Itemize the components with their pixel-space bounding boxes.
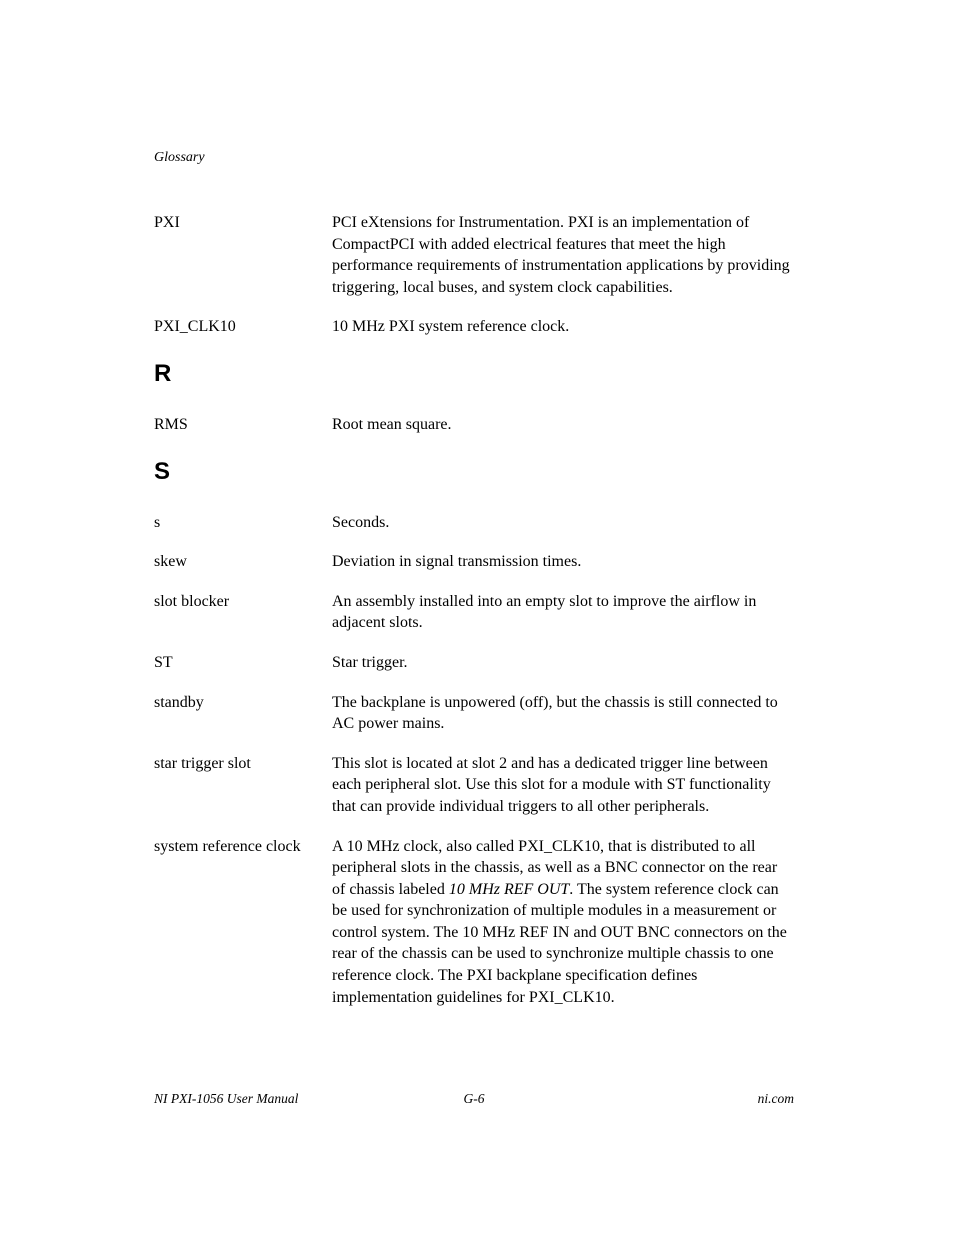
glossary-entry: PXI PCI eXtensions for Instrumentation. … (154, 212, 794, 298)
glossary-definition: 10 MHz PXI system reference clock. (332, 316, 794, 338)
glossary-term: PXI (154, 212, 332, 234)
glossary-entry: s Seconds. (154, 512, 794, 534)
glossary-term: standby (154, 692, 332, 714)
glossary-entry: RMS Root mean square. (154, 414, 794, 436)
glossary-definition: Seconds. (332, 512, 794, 534)
glossary-entry: slot blocker An assembly installed into … (154, 591, 794, 634)
glossary-term: skew (154, 551, 332, 573)
glossary-entry: standby The backplane is unpowered (off)… (154, 692, 794, 735)
glossary-term: RMS (154, 414, 332, 436)
glossary-term: system reference clock (154, 836, 332, 858)
glossary-term: PXI_CLK10 (154, 316, 332, 338)
glossary-definition: Root mean square. (332, 414, 794, 436)
page: Glossary PXI PCI eXtensions for Instrume… (0, 0, 954, 1235)
glossary-entry: star trigger slot This slot is located a… (154, 753, 794, 818)
glossary-entry: skew Deviation in signal transmission ti… (154, 551, 794, 573)
running-head: Glossary (154, 150, 794, 166)
glossary-definition: The backplane is unpowered (off), but th… (332, 692, 794, 735)
glossary-definition: An assembly installed into an empty slot… (332, 591, 794, 634)
section-heading-s: S (154, 458, 794, 486)
def-text-italic: 10 MHz REF OUT (449, 881, 569, 898)
section-heading-r: R (154, 360, 794, 388)
def-text-after: . The system reference clock can be used… (332, 881, 787, 1006)
glossary-definition: PCI eXtensions for Instrumentation. PXI … (332, 212, 794, 298)
glossary-term: star trigger slot (154, 753, 332, 775)
glossary-entry: PXI_CLK10 10 MHz PXI system reference cl… (154, 316, 794, 338)
glossary-term: ST (154, 652, 332, 674)
page-footer: NI PXI-1056 User Manual G-6 ni.com (154, 1091, 794, 1107)
glossary-entry: ST Star trigger. (154, 652, 794, 674)
glossary-definition: Star trigger. (332, 652, 794, 674)
glossary-definition: Deviation in signal transmission times. (332, 551, 794, 573)
glossary-term: slot blocker (154, 591, 332, 613)
glossary-definition: This slot is located at slot 2 and has a… (332, 753, 794, 818)
glossary-term: s (154, 512, 332, 534)
glossary-entry: system reference clock A 10 MHz clock, a… (154, 836, 794, 1009)
glossary-definition: A 10 MHz clock, also called PXI_CLK10, t… (332, 836, 794, 1009)
footer-center: G-6 (154, 1091, 794, 1107)
